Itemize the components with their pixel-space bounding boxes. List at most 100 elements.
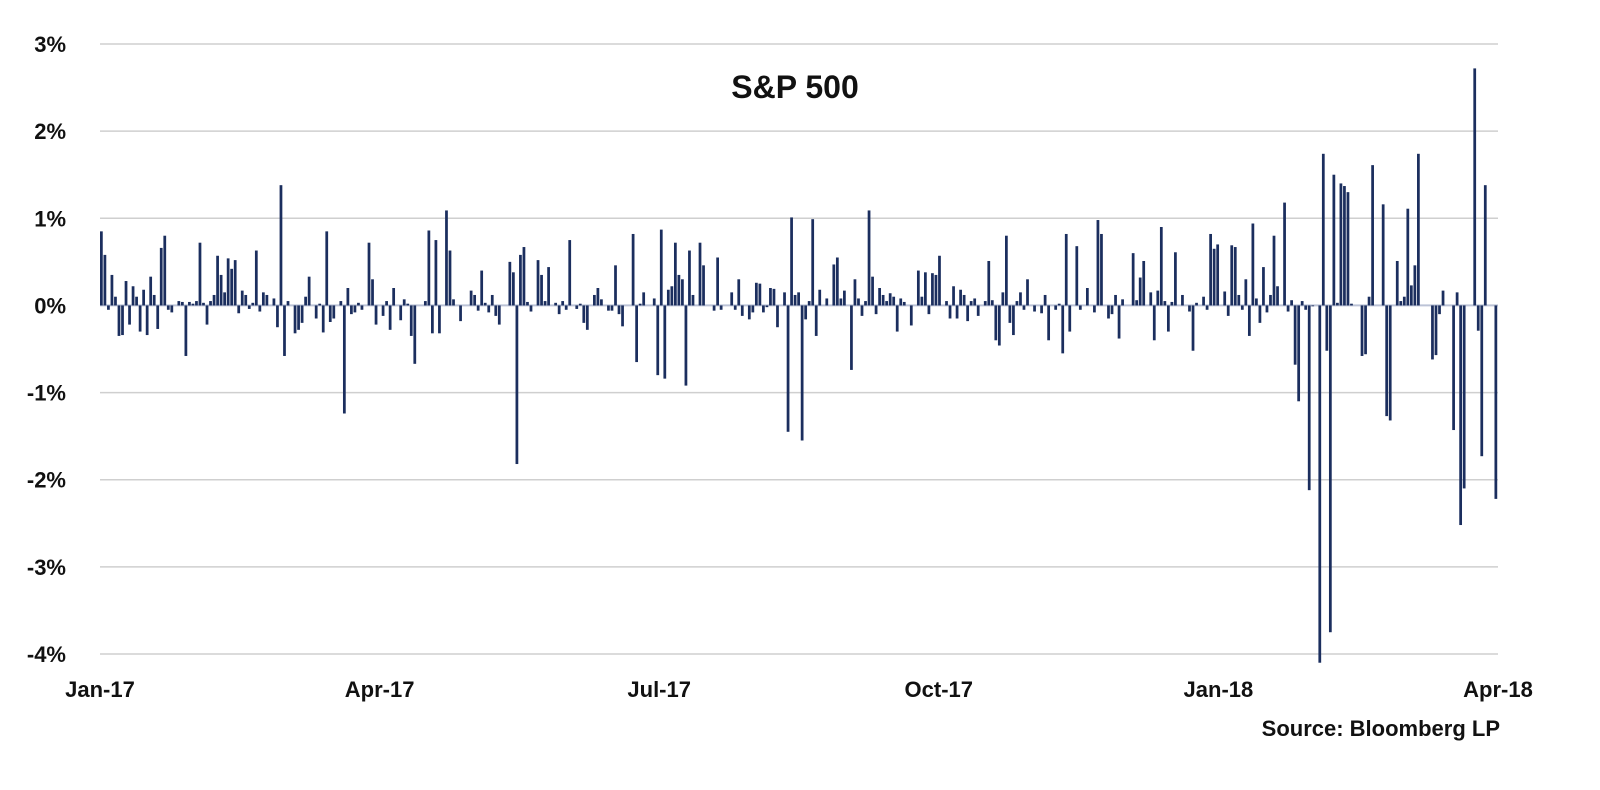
bar — [1325, 305, 1329, 351]
bar — [1339, 183, 1343, 306]
bar — [924, 272, 927, 306]
bar — [1026, 279, 1029, 306]
bar — [388, 305, 392, 330]
y-tick-label: 0% — [34, 293, 66, 318]
bar — [1064, 233, 1068, 306]
bar — [994, 305, 998, 341]
bar — [1388, 305, 1392, 421]
bar — [927, 305, 931, 315]
bar — [307, 276, 311, 306]
bar — [730, 292, 734, 306]
bar — [800, 305, 804, 441]
bar — [1005, 235, 1008, 306]
bar — [353, 305, 357, 313]
bar — [751, 305, 755, 313]
bar — [1350, 303, 1353, 306]
bar — [128, 305, 131, 325]
bar — [399, 305, 403, 321]
bar — [666, 289, 670, 306]
bar — [1417, 153, 1420, 306]
bar — [698, 242, 702, 306]
bar — [293, 305, 297, 334]
bar — [350, 305, 353, 315]
bar — [747, 305, 751, 320]
bar — [1174, 252, 1177, 306]
x-axis-ticks: Jan-17 Apr-17 Jul-17 Oct-17 Jan-18 Apr-18 — [65, 677, 1533, 702]
bar — [1283, 202, 1286, 306]
bar — [515, 305, 519, 465]
bar — [409, 305, 413, 336]
bar — [1107, 305, 1110, 319]
bar — [1276, 286, 1279, 306]
bar — [156, 305, 160, 329]
bar — [367, 242, 371, 306]
x-tick-label: Jan-17 — [65, 677, 135, 702]
bar — [163, 235, 167, 306]
gridlines — [100, 43, 1498, 655]
bar — [593, 294, 596, 306]
bar — [459, 305, 462, 322]
bar — [131, 286, 135, 306]
bar — [670, 286, 674, 306]
source-note: Source: Bloomberg LP — [1262, 716, 1500, 741]
bars — [100, 68, 1498, 663]
bar — [638, 303, 642, 306]
bar — [1251, 223, 1255, 306]
bar — [1170, 301, 1174, 306]
x-tick-label: Jul-17 — [627, 677, 691, 702]
bar — [864, 301, 867, 306]
bar — [244, 294, 248, 306]
x-tick-label: Jan-18 — [1184, 677, 1254, 702]
bar — [860, 305, 864, 316]
bar — [304, 296, 307, 306]
bar — [578, 303, 582, 306]
bar — [564, 305, 568, 310]
bar — [233, 260, 237, 306]
bar — [476, 305, 480, 311]
bar — [1269, 294, 1272, 306]
bar — [1265, 305, 1269, 313]
bar — [617, 305, 621, 315]
bar — [1096, 220, 1100, 306]
bar — [1258, 305, 1262, 323]
bar — [790, 217, 793, 306]
bar — [357, 302, 360, 306]
bar — [121, 305, 124, 336]
bar — [1202, 296, 1205, 306]
bar — [716, 257, 719, 306]
bar — [339, 301, 343, 306]
x-tick-label: Apr-18 — [1463, 677, 1533, 702]
bar — [712, 305, 716, 311]
y-tick-label: -1% — [27, 381, 66, 406]
bar — [839, 298, 843, 306]
bar — [1297, 305, 1301, 402]
bar — [261, 292, 265, 306]
x-tick-label: Oct-17 — [905, 677, 973, 702]
bar — [402, 299, 406, 306]
bar — [1135, 300, 1139, 306]
bar — [258, 305, 262, 312]
bar — [1462, 305, 1466, 489]
bar — [948, 305, 952, 319]
bar — [976, 305, 980, 316]
bar — [1121, 299, 1124, 306]
bar — [772, 288, 776, 306]
y-axis-ticks: 3% 2% 1% 0% -1% -2% -3% -4% — [27, 32, 66, 667]
bar — [663, 305, 667, 379]
bar — [103, 254, 107, 306]
bar — [138, 305, 142, 332]
bar — [371, 279, 374, 306]
y-tick-label: -4% — [27, 642, 66, 667]
bar — [1068, 305, 1072, 332]
bar — [480, 270, 484, 306]
bar — [188, 301, 191, 306]
bar — [328, 305, 332, 322]
bar — [202, 302, 205, 306]
bar — [1409, 285, 1413, 306]
bar — [318, 303, 322, 306]
bar — [1473, 68, 1477, 306]
bar — [159, 247, 163, 306]
bar — [811, 219, 815, 306]
bar — [1040, 305, 1043, 314]
